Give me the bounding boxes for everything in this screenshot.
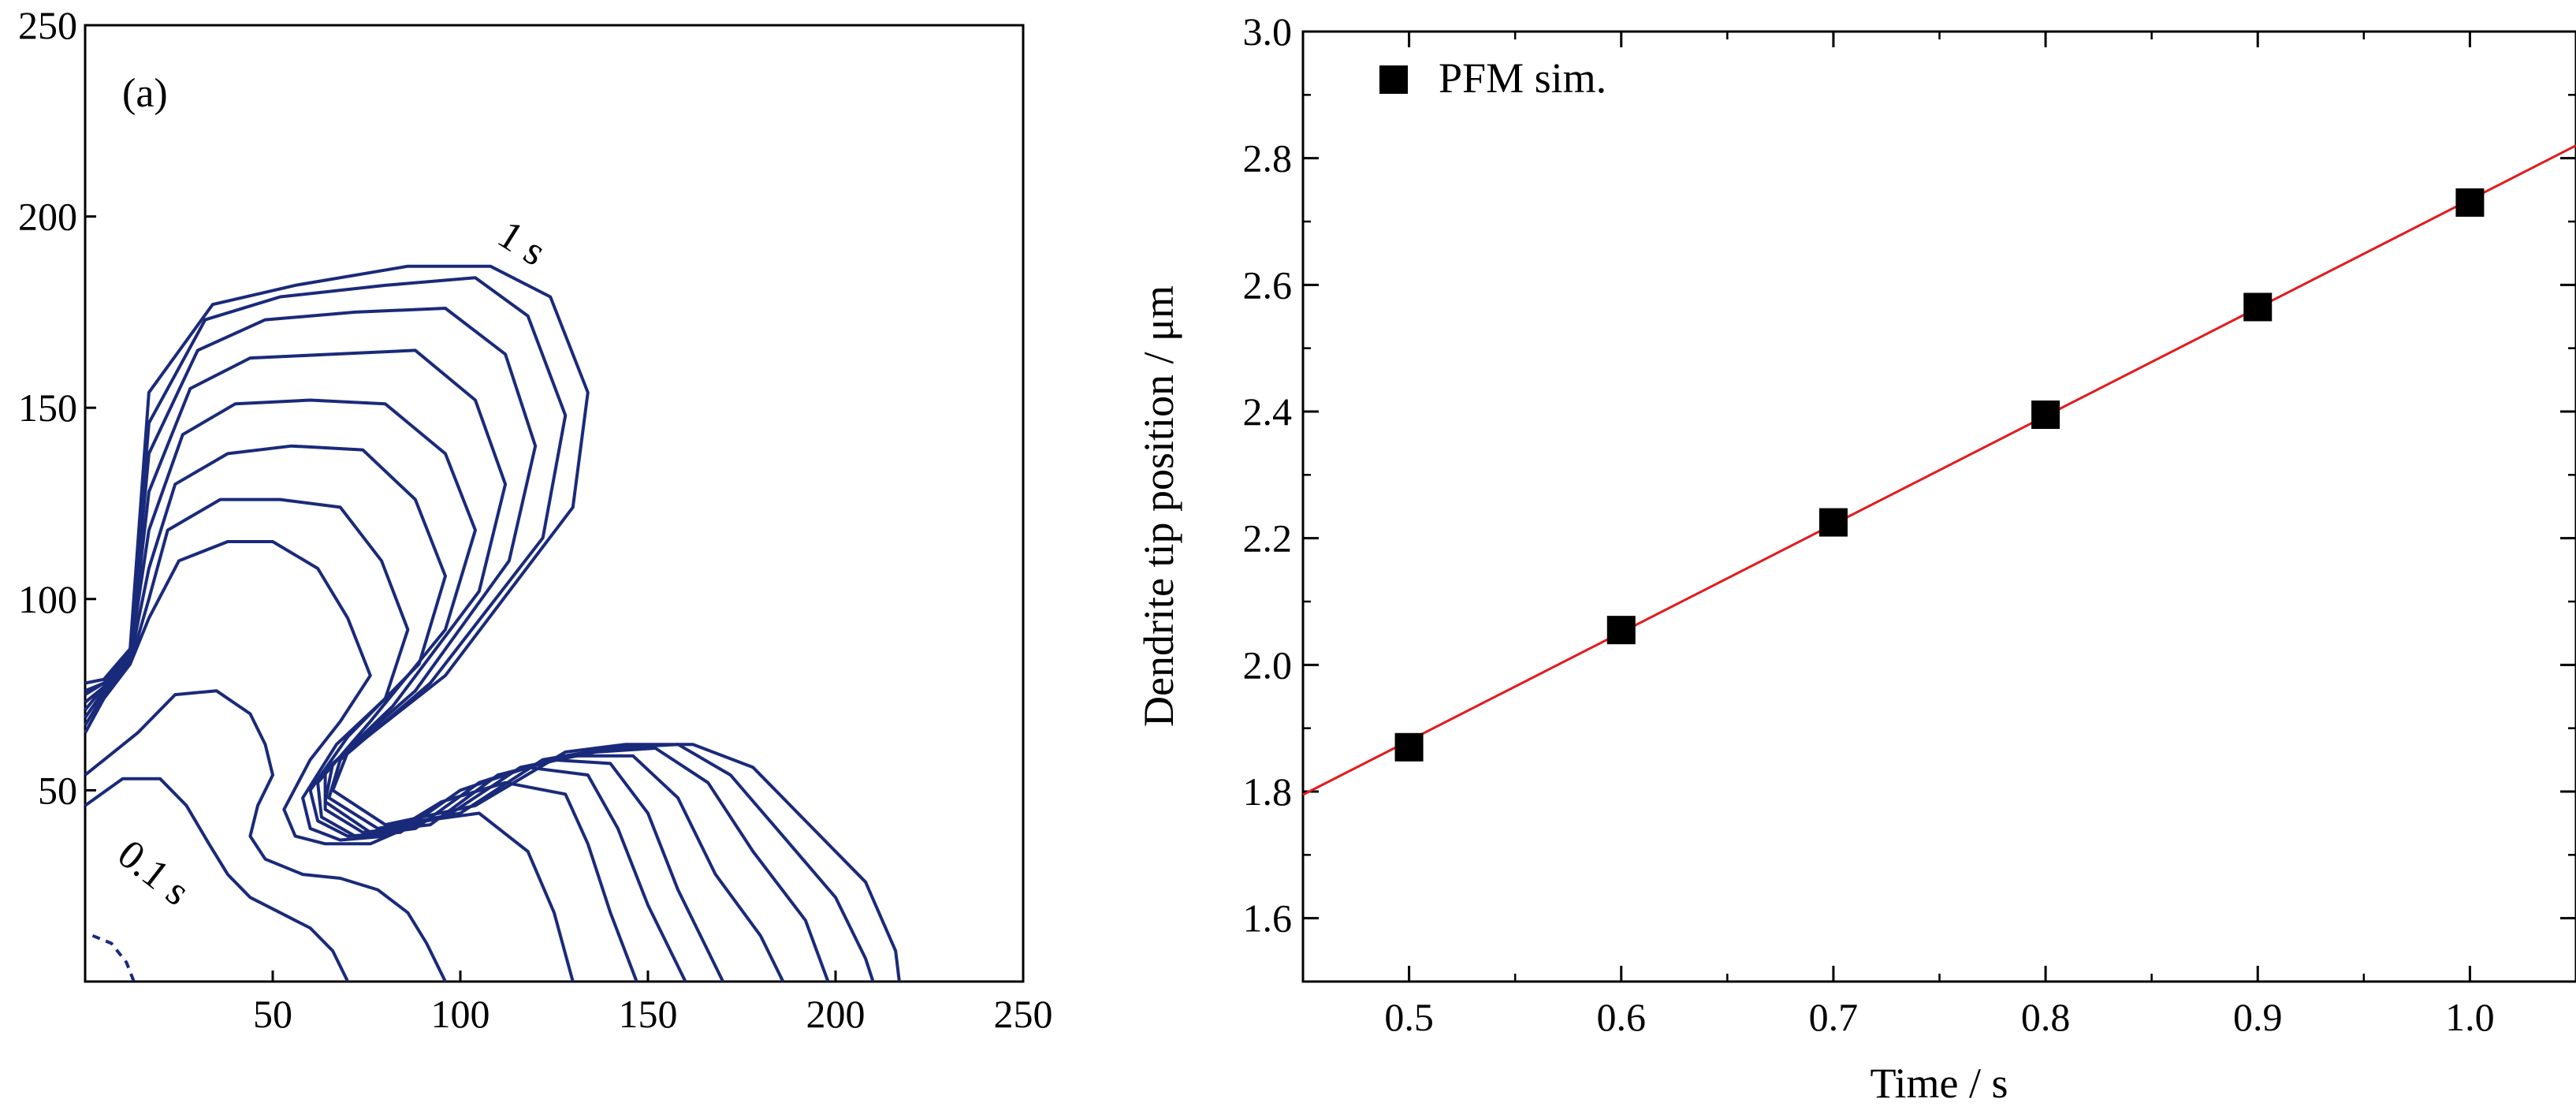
scatter-points: [1394, 188, 2485, 762]
y-tick-label: 2.8: [1243, 136, 1293, 181]
data-point: [1606, 616, 1636, 645]
data-point: [2243, 292, 2273, 322]
y-tick-label: 1.8: [1243, 769, 1293, 814]
contour-line-5: [84, 444, 687, 982]
data-point: [2455, 188, 2485, 217]
x-tick-label: 0.9: [2233, 995, 2283, 1039]
x-tick-label: 50: [253, 992, 292, 1036]
fit-line: [1302, 144, 2576, 796]
contour-ticks: 50 100 150 200 250 50 100 150 200 250: [18, 3, 1053, 1036]
y-tick-label: 2.0: [1243, 643, 1293, 687]
y-tick-label: 2.6: [1243, 263, 1293, 307]
data-point: [1394, 732, 1424, 762]
y-axis-label: Dendrite tip position / μm: [1135, 285, 1182, 727]
x-tick-label: 0.8: [2021, 995, 2071, 1039]
contour-plot-frame: [84, 24, 1025, 983]
data-point: [2031, 401, 2060, 430]
data-point: [1818, 508, 1848, 537]
y-tick-label: 150: [18, 386, 77, 430]
x-tick-label: 0.5: [1384, 995, 1434, 1039]
legend-marker: [1379, 65, 1408, 94]
contour-line-3: [84, 540, 575, 982]
contour-line-1: [84, 777, 349, 982]
x-tick-label: 150: [619, 992, 678, 1036]
y-tick-label: 3.0: [1243, 9, 1293, 54]
y-tick-label: 1.6: [1243, 896, 1293, 941]
contour-lines: [84, 264, 901, 982]
y-tick-label: 2.4: [1243, 389, 1293, 434]
y-tick-label: 250: [18, 3, 77, 47]
scatter-panel: 0.5 0.6 0.7 0.8 0.9 1.0 1.6 1.8 2.0 2.2 2.4 2.6 2.8 3…: [1135, 9, 2576, 1107]
x-tick-label: 200: [806, 992, 865, 1036]
y-tick-label: 50: [38, 768, 77, 812]
panel-label: (a): [122, 71, 168, 116]
y-tick-label: 2.2: [1243, 516, 1293, 561]
x-axis-label: Time / s: [1870, 1060, 2008, 1107]
contour-line-8: [84, 307, 830, 982]
y-tick-label: 100: [18, 577, 77, 621]
x-tick-label: 250: [994, 992, 1053, 1036]
x-tick-label: 100: [431, 992, 490, 1036]
contour-line-10: [84, 264, 901, 982]
y-tick-label: 200: [18, 195, 77, 239]
contour-line-6: [84, 398, 724, 982]
contour-fragment: [91, 933, 136, 982]
scatter-ticks: 0.5 0.6 0.7 0.8 0.9 1.0 1.6 1.8 2.0 2.2 2.4 2.6 2.8 3…: [1243, 9, 2576, 1039]
x-tick-label: 0.7: [1809, 995, 1859, 1039]
x-tick-label: 0.6: [1597, 995, 1647, 1039]
legend-label: PFM sim.: [1439, 54, 1606, 102]
contour-line-2: [84, 689, 447, 982]
contour-line-7: [84, 348, 785, 982]
x-tick-label: 1.0: [2445, 995, 2495, 1039]
scatter-plot-frame: [1301, 30, 2576, 983]
